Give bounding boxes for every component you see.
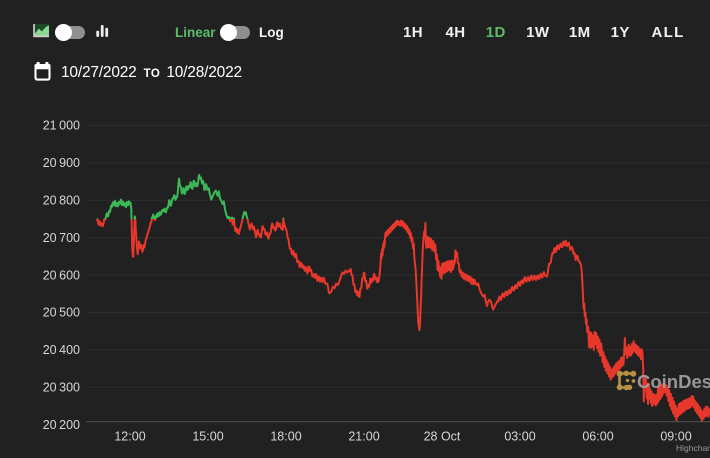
svg-text:CoinDesk: CoinDesk [637, 371, 710, 392]
svg-text:28 Oct: 28 Oct [424, 430, 461, 444]
svg-text:12:00: 12:00 [114, 430, 145, 444]
svg-text:06:00: 06:00 [582, 430, 613, 444]
svg-text:20 900: 20 900 [43, 156, 80, 170]
svg-text:20 800: 20 800 [43, 194, 80, 208]
svg-text:20 400: 20 400 [43, 343, 80, 357]
svg-text:20 700: 20 700 [43, 231, 80, 245]
svg-text:20 300: 20 300 [43, 381, 80, 395]
svg-text:03:00: 03:00 [504, 430, 535, 444]
svg-text:21 000: 21 000 [43, 119, 80, 133]
svg-text:20 500: 20 500 [43, 306, 80, 320]
svg-text:20 600: 20 600 [43, 268, 80, 282]
svg-text:21:00: 21:00 [348, 430, 379, 444]
svg-text:09:00: 09:00 [660, 430, 691, 444]
svg-text:Highcharts.com: Highcharts.com [676, 443, 710, 453]
svg-text:20 200: 20 200 [43, 418, 80, 432]
svg-text:15:00: 15:00 [192, 430, 223, 444]
svg-text:18:00: 18:00 [270, 430, 301, 444]
